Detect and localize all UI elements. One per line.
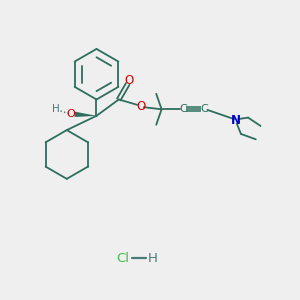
Text: N: N <box>231 114 241 127</box>
Text: O: O <box>67 109 76 119</box>
Text: Cl: Cl <box>117 252 130 265</box>
Text: C: C <box>179 104 187 114</box>
Text: H: H <box>52 104 60 114</box>
Text: C: C <box>200 104 208 114</box>
Text: H: H <box>148 252 158 265</box>
Polygon shape <box>75 112 97 117</box>
Text: O: O <box>124 74 134 87</box>
Text: O: O <box>136 100 146 113</box>
